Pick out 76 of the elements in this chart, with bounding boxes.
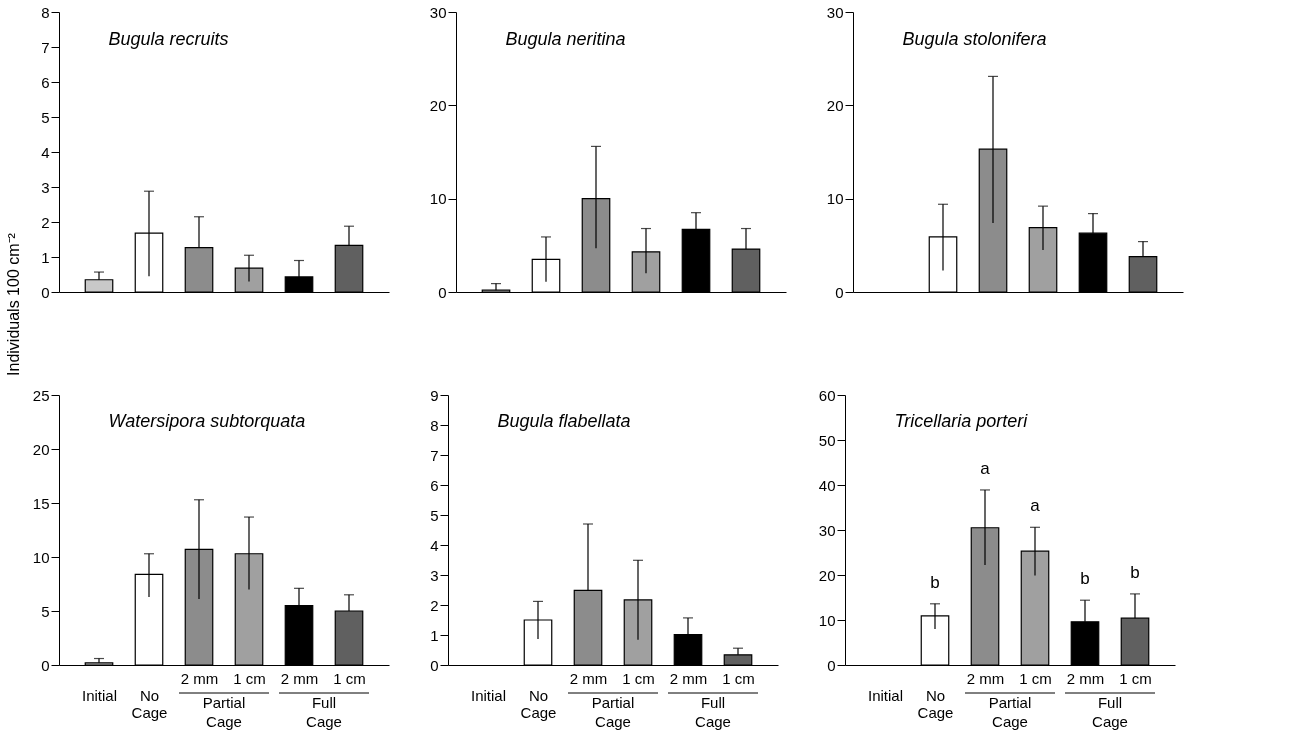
- y-axis-title: Individuals 100 cm⁻²: [4, 232, 22, 376]
- y-tick-label: 4: [430, 536, 439, 554]
- y-tick-label: 2: [430, 596, 439, 614]
- text: Full Cage: [695, 694, 731, 730]
- x-tick-label: No Cage: [131, 686, 168, 721]
- x-tick-label: Initial: [867, 686, 904, 704]
- y-tick-label: 0: [438, 283, 447, 301]
- x-tick-label: No Cage: [520, 686, 557, 721]
- text: Bugula flabellata: [497, 411, 631, 431]
- y-tick-label: 3: [430, 566, 439, 584]
- y-tick-label: 15: [32, 494, 50, 512]
- annotation: a: [980, 458, 991, 478]
- text: Partial Cage: [591, 694, 635, 730]
- x-tick-label: Initial: [81, 686, 118, 704]
- y-tick-label: 25: [32, 386, 50, 404]
- x-tick-label: 2 mm: [569, 669, 608, 687]
- y-tick-label: 5: [41, 108, 50, 126]
- annotation: b: [1130, 562, 1140, 582]
- text: Full Cage: [1092, 694, 1128, 730]
- y-tick-label: 8: [430, 416, 439, 434]
- y-tick-label: 0: [835, 283, 844, 301]
- x-tick-label: No Cage: [917, 686, 954, 721]
- y-tick-label: 10: [32, 548, 50, 566]
- y-tick-label: 40: [818, 476, 836, 494]
- text: Bugula recruits: [108, 29, 229, 49]
- y-tick-label: 10: [826, 190, 844, 208]
- y-tick-label: 0: [41, 283, 50, 301]
- y-tick-label: 1: [41, 248, 50, 266]
- y-tick-label: 2: [41, 213, 50, 231]
- y-tick-label: 30: [826, 3, 844, 21]
- x-tick-label: 2 mm: [180, 669, 219, 687]
- y-tick-label: 30: [429, 3, 447, 21]
- y-tick-label: 8: [41, 3, 50, 21]
- annotation: a: [1030, 496, 1041, 516]
- y-tick-label: 20: [818, 566, 836, 584]
- x-tick-label: 1 cm: [622, 669, 655, 687]
- y-tick-label: 0: [430, 656, 439, 674]
- y-tick-label: 7: [430, 446, 439, 464]
- y-tick-label: 30: [818, 521, 836, 539]
- annotation: b: [1080, 569, 1090, 589]
- text: Bugula stolonifera: [902, 29, 1047, 49]
- annotation: b: [930, 572, 940, 592]
- y-tick-label: 20: [826, 96, 844, 114]
- y-tick-label: 7: [41, 38, 50, 56]
- y-tick-label: 20: [32, 440, 50, 458]
- x-tick-label: 1 cm: [233, 669, 266, 687]
- x-tick-label: 2 mm: [966, 669, 1005, 687]
- text: Watersipora subtorquata: [108, 411, 306, 431]
- y-tick-label: 60: [818, 386, 836, 404]
- y-tick-label: 50: [818, 431, 836, 449]
- x-tick-label: 1 cm: [1019, 669, 1052, 687]
- y-tick-label: 1: [430, 626, 439, 644]
- y-tick-label: 9: [430, 386, 439, 404]
- text: Full Cage: [306, 694, 342, 730]
- y-tick-label: 10: [818, 611, 836, 629]
- text: Bugula neritina: [505, 29, 626, 49]
- x-tick-label: 1 cm: [1119, 669, 1152, 687]
- x-tick-label: 1 cm: [333, 669, 366, 687]
- y-tick-label: 6: [41, 73, 50, 91]
- y-tick-label: 3: [41, 178, 50, 196]
- y-tick-label: 20: [429, 96, 447, 114]
- text: Tricellaria porteri: [894, 411, 1029, 431]
- text: Partial Cage: [202, 694, 246, 730]
- y-tick-label: 6: [430, 476, 439, 494]
- text: Partial Cage: [988, 694, 1032, 730]
- y-tick-label: 0: [41, 656, 50, 674]
- y-tick-label: 0: [827, 656, 836, 674]
- y-tick-label: 5: [430, 506, 439, 524]
- x-tick-label: 2 mm: [280, 669, 319, 687]
- x-tick-label: Initial: [470, 686, 507, 704]
- y-tick-label: 4: [41, 143, 50, 161]
- y-tick-label: 10: [429, 190, 447, 208]
- y-tick-label: 5: [41, 602, 50, 620]
- x-tick-label: 2 mm: [669, 669, 708, 687]
- x-tick-label: 2 mm: [1066, 669, 1105, 687]
- x-tick-label: 1 cm: [722, 669, 755, 687]
